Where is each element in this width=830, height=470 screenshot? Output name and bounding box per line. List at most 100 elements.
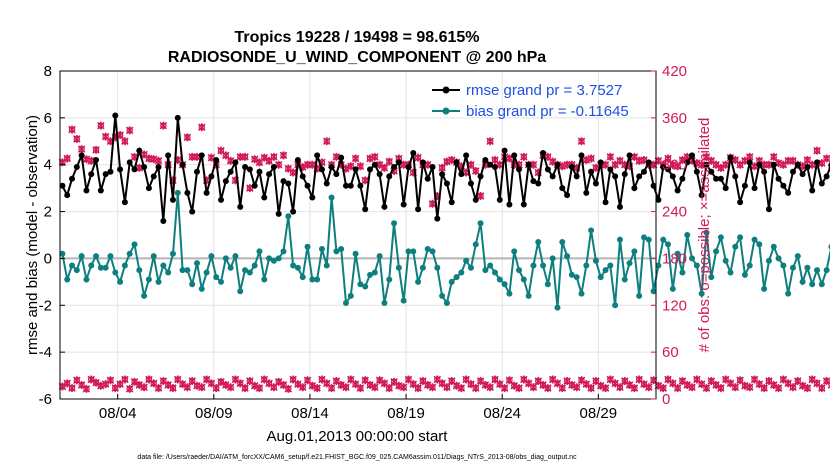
bias-point	[391, 220, 398, 227]
rmse-point	[780, 182, 787, 189]
obs-lower-point	[789, 383, 797, 392]
rmse-point	[621, 171, 628, 178]
obs-marker-circle	[241, 153, 249, 161]
bias-point	[73, 267, 80, 274]
rmse-point	[357, 182, 364, 189]
obs-lower-point	[601, 384, 610, 393]
bias-point	[237, 288, 244, 295]
bias-point	[597, 274, 604, 281]
rmse-point	[631, 185, 638, 192]
bias-point	[655, 262, 662, 269]
bias-point	[669, 285, 676, 292]
bias-point	[357, 281, 364, 288]
rmse-point	[371, 161, 378, 168]
bias-point	[314, 276, 321, 283]
obs-marker-circle	[698, 380, 705, 388]
obs-marker-circle	[289, 376, 297, 383]
bias-point	[213, 274, 220, 281]
bias-point	[338, 246, 345, 253]
bias-point	[631, 248, 638, 255]
obs-upper-point	[270, 152, 278, 161]
rmse-point	[727, 154, 734, 161]
obs-marker-circle	[727, 380, 734, 387]
bias-point	[222, 255, 229, 262]
rmse-point	[544, 166, 551, 173]
obs-marker-circle	[184, 384, 191, 391]
bias-point	[131, 241, 138, 248]
obs-lower-point	[260, 375, 269, 384]
obs-upper-point	[97, 121, 105, 130]
bias-point	[285, 213, 292, 220]
obs-lower-point	[731, 383, 740, 392]
bias-point	[352, 250, 359, 257]
rmse-point	[588, 168, 595, 175]
rmse-point	[689, 152, 696, 159]
bias-point	[775, 255, 782, 262]
obs-upper-point	[101, 132, 110, 141]
rmse-point	[607, 166, 614, 173]
obs-lower-point	[462, 375, 470, 384]
obs-lower-point	[794, 377, 802, 386]
obs-marker-circle	[265, 157, 273, 165]
obs-marker-circle	[501, 384, 508, 392]
obs-upper-point	[587, 154, 595, 163]
rmse-point	[227, 168, 234, 175]
bias-point	[516, 267, 523, 274]
obs-marker-circle	[405, 376, 412, 383]
obs-marker-circle	[645, 384, 652, 391]
legend-rmse-label: rmse grand pr = 3.7527	[466, 82, 622, 99]
obs-upper-point	[813, 146, 821, 155]
obs-upper-point	[414, 153, 422, 162]
bias-point	[193, 260, 200, 267]
obs-lower-point	[673, 384, 682, 393]
obs-marker-circle	[688, 384, 696, 391]
obs-marker-circle	[285, 385, 292, 393]
bias-point	[141, 292, 148, 299]
obs-upper-point	[520, 152, 528, 161]
rmse-point	[338, 154, 345, 161]
bias-point	[136, 267, 143, 274]
obs-marker-circle	[616, 384, 624, 391]
obs-marker-circle	[813, 380, 821, 387]
rmse-point	[809, 187, 816, 194]
obs-marker-circle	[429, 384, 436, 391]
obs-marker-circle	[246, 184, 254, 192]
obs-marker-circle	[789, 157, 797, 165]
obs-lower-point	[226, 383, 235, 392]
obs-marker-circle	[770, 153, 777, 161]
bias-point	[261, 276, 268, 283]
obs-upper-point	[438, 163, 446, 172]
bias-point	[535, 239, 542, 246]
bias-point	[487, 262, 494, 269]
obs-marker-circle	[708, 157, 715, 165]
rmse-point	[660, 164, 667, 171]
obs-lower-point	[87, 375, 96, 384]
bias-point	[588, 227, 595, 234]
obs-marker-circle	[635, 376, 643, 383]
bias-point	[251, 262, 258, 269]
rmse-point	[535, 180, 542, 187]
chart-title-line2: RADIOSONDE_U_WIND_COMPONENT @ 200 hPa	[168, 49, 546, 66]
obs-lower-point	[313, 384, 321, 393]
rmse-point	[155, 164, 162, 171]
bias-point	[568, 271, 575, 278]
rmse-point	[467, 180, 474, 187]
rmse-point	[410, 150, 417, 156]
obs-marker-circle	[746, 384, 753, 391]
obs-marker-circle	[318, 376, 326, 383]
rmse-point	[112, 112, 119, 119]
bias-point	[616, 236, 623, 243]
obs-lower-point	[159, 377, 168, 386]
obs-marker-circle	[222, 152, 230, 159]
left-y-tick-label: -2	[39, 297, 52, 314]
right-y-tick-label: 240	[662, 204, 687, 221]
bias-point	[165, 269, 172, 276]
rmse-point	[775, 175, 782, 182]
bias-point	[636, 292, 643, 299]
bias-point	[703, 229, 710, 236]
obs-lower-point	[347, 375, 355, 384]
rmse-point	[640, 168, 647, 175]
obs-upper-point	[428, 199, 437, 208]
rmse-point	[275, 210, 282, 217]
right-y-tick-label: 420	[662, 63, 687, 80]
